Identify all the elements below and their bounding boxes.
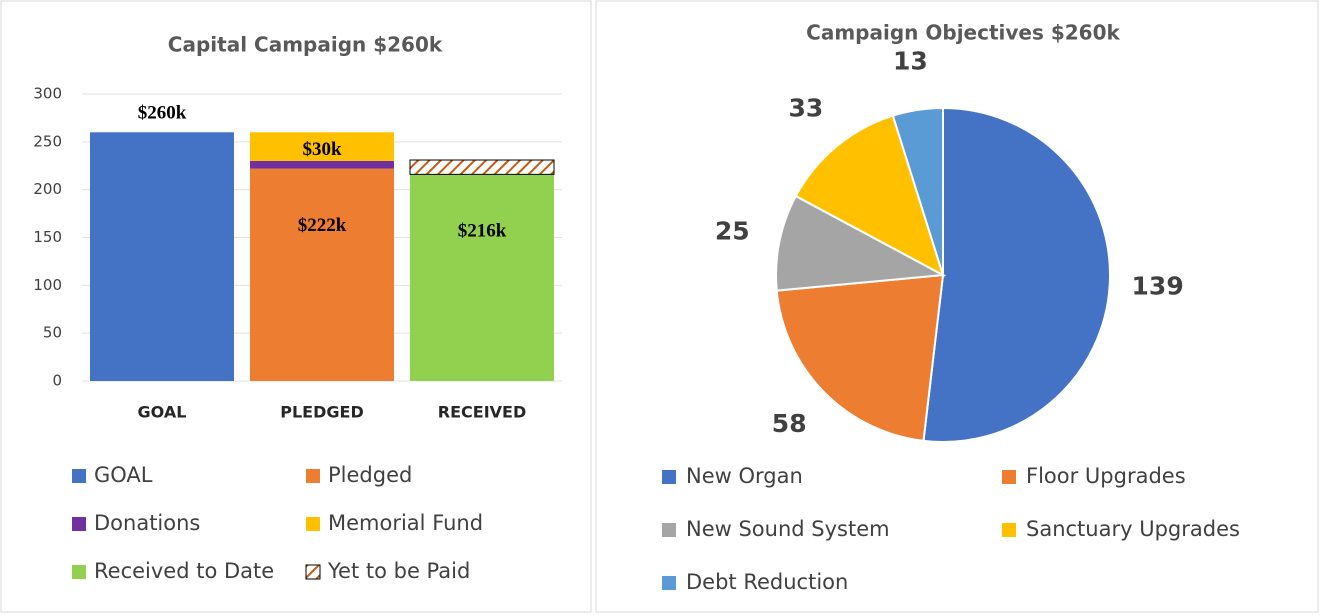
- x-tick-label: PLEDGED: [280, 403, 363, 422]
- legend-swatch: [306, 517, 320, 531]
- pie-title: Campaign Objectives $260k: [806, 21, 1120, 45]
- value-label: $216k: [458, 221, 507, 242]
- legend-swatch: [72, 565, 86, 579]
- legend-label: Floor Upgrades: [1026, 464, 1186, 488]
- legend-label: Pledged: [328, 463, 412, 487]
- pie-slice: [775, 273, 945, 442]
- value-label: $30k: [302, 139, 342, 160]
- bar-title: Capital Campaign $260k: [168, 33, 443, 57]
- legend-label: Yet to be Paid: [327, 559, 470, 583]
- legend-label: GOAL: [94, 463, 153, 487]
- bar-segment: [250, 168, 394, 381]
- legend-label: Received to Date: [94, 559, 274, 583]
- bar-segment: [410, 174, 554, 381]
- pie-label: 33: [788, 93, 823, 122]
- y-tick-label: 250: [33, 132, 62, 150]
- x-tick-label: RECEIVED: [438, 403, 526, 422]
- value-label: $222k: [298, 215, 347, 236]
- legend-label: Debt Reduction: [686, 570, 848, 594]
- legend-swatch: [1002, 470, 1016, 484]
- y-tick-label: 300: [33, 85, 62, 103]
- pie-label: 25: [715, 216, 750, 245]
- legend-swatch: [662, 523, 676, 537]
- x-tick-label: GOAL: [138, 403, 187, 422]
- y-tick-label: 200: [33, 180, 62, 198]
- pie-slice: [922, 106, 1111, 443]
- pie-label: 13: [893, 46, 928, 75]
- legend-swatch: [72, 469, 86, 483]
- y-tick-label: 100: [33, 276, 62, 294]
- pie-slice: [794, 114, 945, 278]
- legend-swatch: [662, 576, 676, 590]
- bar-segment: [90, 132, 234, 381]
- legend-swatch: [662, 470, 676, 484]
- pie-label: 58: [772, 409, 807, 438]
- legend-label: Memorial Fund: [328, 511, 483, 535]
- legend-label: New Organ: [686, 464, 803, 488]
- legend-label: Sanctuary Upgrades: [1026, 517, 1240, 541]
- legend-swatch: [305, 564, 321, 580]
- legend-label: Donations: [94, 511, 200, 535]
- bar-segment: [409, 159, 555, 175]
- legend-swatch: [72, 517, 86, 531]
- y-tick-label: 50: [43, 324, 62, 342]
- bar-segment: [250, 160, 394, 169]
- legend-swatch: [306, 469, 320, 483]
- pie-slice: [891, 106, 944, 276]
- y-tick-label: 0: [52, 372, 62, 390]
- bar-segment: [250, 132, 394, 161]
- legend-label: New Sound System: [686, 517, 890, 541]
- pie-slice: [775, 194, 947, 292]
- y-tick-label: 150: [33, 228, 62, 246]
- pie-label: 139: [1132, 272, 1184, 301]
- legend-swatch: [1002, 523, 1016, 537]
- value-label: $260k: [138, 103, 187, 124]
